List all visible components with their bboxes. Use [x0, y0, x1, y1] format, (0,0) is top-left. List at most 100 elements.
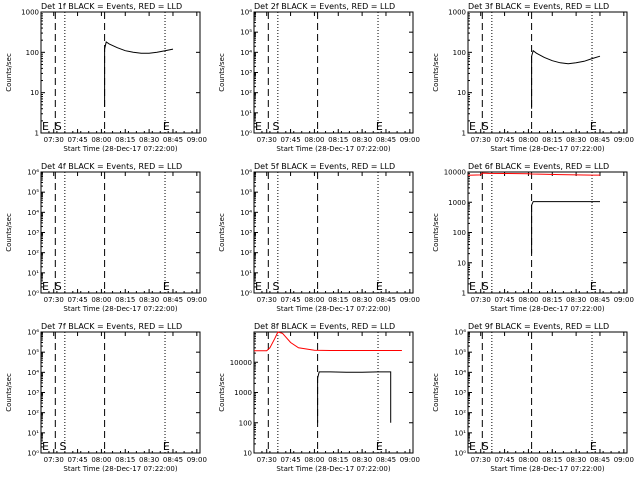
x-tick-label: 07:30	[471, 136, 491, 144]
y-tick-label: 10¹	[454, 429, 466, 437]
y-tick-label: 10³	[240, 229, 252, 237]
x-tick-label: 08:30	[139, 296, 159, 304]
event-marker: S	[482, 120, 489, 133]
x-axis-label: Start Time (28-Dec-17 07:22:00)	[276, 145, 390, 153]
event-marker: S	[482, 440, 489, 453]
x-tick-label: 08:15	[328, 136, 348, 144]
x-tick-label: 08:15	[115, 296, 135, 304]
y-tick-label: 10³	[240, 69, 252, 77]
y-tick-label: 1	[35, 130, 39, 138]
y-axis-label: Counts/sec	[5, 213, 13, 252]
y-tick-label: 10	[30, 89, 39, 97]
y-tick-label: 10⁴	[240, 209, 252, 217]
x-axis-label: Start Time (28-Dec-17 07:22:00)	[490, 145, 604, 153]
y-tick-label: 10000	[230, 359, 252, 367]
x-tick-label: 08:45	[376, 296, 396, 304]
y-tick-label: 100	[453, 229, 466, 237]
panel-title: Det 6f BLACK = Events, RED = LLD	[468, 162, 609, 171]
x-tick-label: 08:15	[328, 456, 348, 464]
panel-title: Det 3f BLACK = Events, RED = LLD	[468, 2, 609, 11]
y-axis-label: Counts/sec	[218, 373, 226, 412]
panel-det-7f: Det 7f BLACK = Events, RED = LLD 10⁰ 10¹ 10…	[5, 322, 207, 473]
x-tick-label: 09:00	[187, 136, 207, 144]
panel-title: Det 9f BLACK = Events, RED = LLD	[468, 322, 609, 331]
panel-det-8f: Det 8f BLACK = Events, RED = LLD 10 100 100…	[218, 322, 420, 473]
y-tick-label: 10⁶	[27, 169, 39, 177]
x-tick-label: 08:00	[518, 136, 538, 144]
event-marker: E	[42, 440, 49, 453]
data-series-line	[467, 172, 600, 176]
x-tick-label: 07:45	[280, 456, 300, 464]
panel-title: Det 1f BLACK = Events, RED = LLD	[41, 2, 182, 11]
event-marker: S	[482, 280, 489, 293]
y-tick-label: 10⁴	[240, 49, 252, 57]
x-tick-label: 08:30	[139, 456, 159, 464]
x-tick-label: 09:00	[187, 296, 207, 304]
event-marker: E	[163, 280, 170, 293]
event-marker: E	[376, 120, 383, 133]
event-marker: E	[469, 280, 476, 293]
x-tick-label: 07:45	[280, 296, 300, 304]
y-tick-label: 10⁰	[454, 450, 466, 458]
x-tick-label: 07:30	[44, 296, 64, 304]
x-tick-label: 07:45	[67, 456, 87, 464]
data-series-line	[531, 49, 601, 109]
event-marker: S	[55, 120, 62, 133]
y-tick-label: 1000	[234, 389, 252, 397]
y-tick-label: 10⁴	[454, 369, 466, 377]
x-tick-label: 09:00	[614, 136, 634, 144]
x-tick-label: 08:00	[304, 296, 324, 304]
x-tick-label: 07:30	[44, 136, 64, 144]
y-tick-label: 10¹	[240, 109, 252, 117]
x-tick-label: 09:00	[614, 456, 634, 464]
y-tick-label: 1	[462, 290, 466, 298]
x-tick-label: 07:30	[44, 456, 64, 464]
event-marker: E	[42, 120, 49, 133]
y-tick-label: 10⁰	[240, 290, 252, 298]
y-tick-label: 100	[26, 49, 39, 57]
x-tick-label: 08:15	[542, 456, 562, 464]
event-marker: E	[163, 440, 170, 453]
y-tick-label: 1000	[21, 9, 39, 17]
x-axis-label: Start Time (28-Dec-17 07:22:00)	[490, 465, 604, 473]
x-tick-label: 08:15	[115, 456, 135, 464]
data-series-line	[104, 41, 174, 107]
data-series-line	[254, 331, 402, 352]
event-marker: S	[272, 280, 279, 293]
x-tick-label: 08:15	[115, 136, 135, 144]
panel-det-3f: Det 3f BLACK = Events, RED = LLD 1 10 100 10…	[432, 2, 634, 153]
data-series-line	[531, 201, 600, 254]
x-tick-label: 07:45	[494, 456, 514, 464]
x-tick-label: 08:30	[566, 136, 586, 144]
x-tick-label: 09:00	[614, 296, 634, 304]
x-tick-label: 08:45	[376, 136, 396, 144]
x-tick-label: 08:00	[91, 136, 111, 144]
y-tick-label: 10²	[454, 409, 466, 417]
x-tick-label: 08:00	[91, 296, 111, 304]
x-tick-label: 08:00	[91, 456, 111, 464]
x-tick-label: 08:45	[590, 456, 610, 464]
panel-title: Det 4f BLACK = Events, RED = LLD	[41, 162, 182, 171]
y-axis-label: Counts/sec	[218, 53, 226, 92]
y-tick-label: 10²	[27, 409, 39, 417]
y-axis-label: Counts/sec	[432, 213, 440, 252]
event-marker: E	[163, 120, 170, 133]
x-tick-label: 08:45	[163, 136, 183, 144]
y-tick-label: 1000	[448, 9, 466, 17]
x-tick-label: 08:00	[518, 456, 538, 464]
y-tick-label: 10¹	[27, 429, 39, 437]
event-marker: E	[590, 440, 597, 453]
y-tick-label: 1000	[448, 199, 466, 207]
x-axis-label: Start Time (28-Dec-17 07:22:00)	[63, 465, 177, 473]
x-axis-label: Start Time (28-Dec-17 07:22:00)	[63, 305, 177, 313]
x-tick-label: 08:45	[376, 456, 396, 464]
event-marker: E	[590, 280, 597, 293]
x-tick-label: 07:45	[494, 296, 514, 304]
event-marker: S	[55, 280, 62, 293]
event-marker: E	[42, 280, 49, 293]
x-tick-label: 07:30	[471, 456, 491, 464]
x-tick-label: 09:00	[400, 136, 420, 144]
x-tick-label: 08:45	[590, 136, 610, 144]
x-tick-label: 07:45	[67, 296, 87, 304]
